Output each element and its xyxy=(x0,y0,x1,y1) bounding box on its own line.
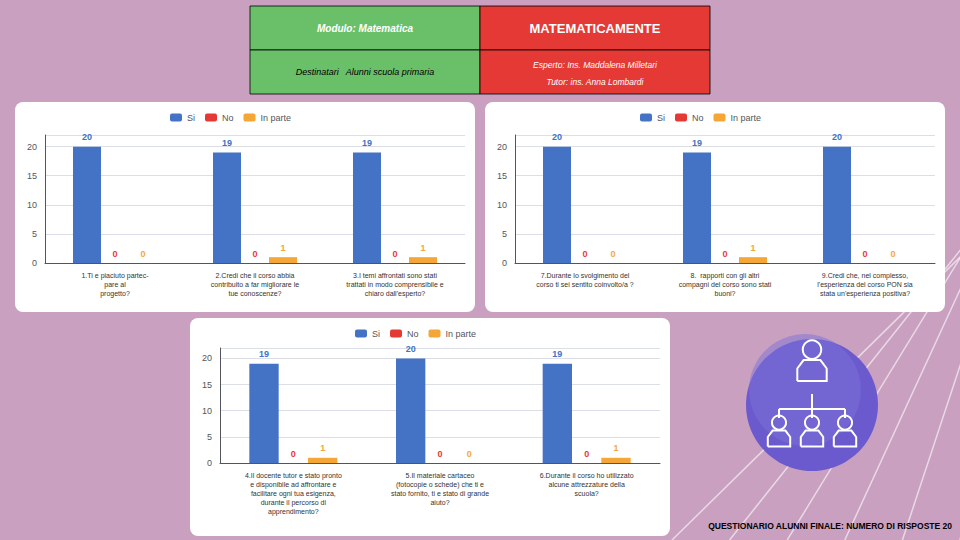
svg-text:scuola?: scuola? xyxy=(575,490,599,497)
svg-text:5: 5 xyxy=(32,229,37,239)
svg-text:QUESTIONARIO ALUNNI FINALE: NU: QUESTIONARIO ALUNNI FINALE: NUMERO DI RI… xyxy=(708,521,952,531)
svg-text:In parte: In parte xyxy=(731,113,762,123)
svg-text:19: 19 xyxy=(259,349,269,359)
svg-text:1: 1 xyxy=(420,243,425,253)
svg-text:contribuito a far migliorare l: contribuito a far migliorare le xyxy=(211,281,299,289)
svg-text:aiuto?: aiuto? xyxy=(430,499,449,506)
svg-text:10: 10 xyxy=(497,200,507,210)
svg-text:5: 5 xyxy=(207,432,212,442)
svg-text:0: 0 xyxy=(467,449,472,459)
svg-text:progetto?: progetto? xyxy=(100,290,130,298)
svg-text:10: 10 xyxy=(202,406,212,416)
svg-text:0: 0 xyxy=(140,249,145,259)
svg-text:durante il percorso di: durante il percorso di xyxy=(261,499,327,507)
svg-text:7.Durante lo svolgimento del: 7.Durante lo svolgimento del xyxy=(541,272,630,280)
svg-text:Tutor: ins. Anna Lombardi: Tutor: ins. Anna Lombardi xyxy=(547,77,645,87)
svg-text:0: 0 xyxy=(291,449,296,459)
svg-text:5: 5 xyxy=(502,229,507,239)
svg-text:20: 20 xyxy=(82,132,92,142)
svg-text:0: 0 xyxy=(32,258,37,268)
svg-text:(fotocopie o schede) che ti e: (fotocopie o schede) che ti e xyxy=(396,481,484,489)
svg-text:0: 0 xyxy=(207,458,212,468)
svg-text:0: 0 xyxy=(437,449,442,459)
svg-text:Si: Si xyxy=(187,113,195,123)
svg-text:corso ti sei sentito coinvolto: corso ti sei sentito coinvolto/a ? xyxy=(536,281,633,288)
svg-text:No: No xyxy=(407,329,419,339)
svg-text:0: 0 xyxy=(392,249,397,259)
svg-text:Destinatari Alunni scuola pr: Destinatari Alunni scuola primaria xyxy=(296,67,435,77)
svg-text:alcune attrezzature della: alcune attrezzature della xyxy=(549,481,625,488)
svg-text:Esperto: Ins. Maddalena Millet: Esperto: Ins. Maddalena Milletari xyxy=(533,60,658,70)
svg-text:0: 0 xyxy=(582,249,587,259)
svg-text:10: 10 xyxy=(27,200,37,210)
svg-text:15: 15 xyxy=(497,171,507,181)
svg-text:1: 1 xyxy=(320,443,325,453)
svg-text:chiaro dall'esperto?: chiaro dall'esperto? xyxy=(365,290,426,298)
svg-text:pare al: pare al xyxy=(104,281,126,289)
svg-text:trattati in modo comprensibile: trattati in modo comprensibile e xyxy=(346,281,443,289)
svg-text:20: 20 xyxy=(497,142,507,152)
svg-text:No: No xyxy=(692,113,704,123)
svg-text:0: 0 xyxy=(502,258,507,268)
svg-text:20: 20 xyxy=(552,132,562,142)
svg-text:apprendimento?: apprendimento? xyxy=(268,508,319,516)
svg-text:19: 19 xyxy=(552,349,562,359)
svg-text:20: 20 xyxy=(202,353,212,363)
svg-text:19: 19 xyxy=(362,138,372,148)
svg-text:2.Credi che il corso abbia: 2.Credi che il corso abbia xyxy=(216,272,295,279)
svg-text:facilitare ogni tua esigenza,: facilitare ogni tua esigenza, xyxy=(251,490,336,498)
svg-text:19: 19 xyxy=(692,138,702,148)
svg-text:buoni?: buoni? xyxy=(714,290,735,297)
svg-text:9.Credi che, nel complesso,: 9.Credi che, nel complesso, xyxy=(822,272,908,280)
svg-text:20: 20 xyxy=(406,344,416,354)
svg-text:In parte: In parte xyxy=(261,113,292,123)
svg-text:l'esperienza del corso PON sia: l'esperienza del corso PON sia xyxy=(817,281,913,289)
svg-text:1: 1 xyxy=(750,243,755,253)
svg-text:15: 15 xyxy=(202,380,212,390)
svg-text:15: 15 xyxy=(27,171,37,181)
svg-text:20: 20 xyxy=(27,142,37,152)
svg-text:3.I temi affrontati sono stati: 3.I temi affrontati sono stati xyxy=(353,272,437,279)
svg-text:Modulo: Matematica: Modulo: Matematica xyxy=(317,23,414,34)
svg-text:stata un'esperienza positiva?: stata un'esperienza positiva? xyxy=(820,290,910,298)
svg-text:e disponibile ad affrontare e: e disponibile ad affrontare e xyxy=(250,481,336,489)
svg-text:20: 20 xyxy=(832,132,842,142)
svg-text:Si: Si xyxy=(372,329,380,339)
svg-text:MATEMATICAMENTE: MATEMATICAMENTE xyxy=(530,21,661,36)
svg-text:stato fornito, ti e stato di g: stato fornito, ti e stato di grande xyxy=(391,490,489,498)
svg-text:0: 0 xyxy=(112,249,117,259)
svg-text:0: 0 xyxy=(610,249,615,259)
svg-text:0: 0 xyxy=(584,449,589,459)
svg-text:5.Il materiale cartaceo: 5.Il materiale cartaceo xyxy=(406,472,475,479)
svg-text:8. rapporti con gli altri: 8. rapporti con gli altri xyxy=(691,272,760,280)
svg-text:4.Il docente tutor e stato pro: 4.Il docente tutor e stato pronto xyxy=(245,472,342,480)
svg-text:0: 0 xyxy=(252,249,257,259)
svg-text:0: 0 xyxy=(890,249,895,259)
svg-text:In parte: In parte xyxy=(446,329,477,339)
svg-text:tue conoscenze?: tue conoscenze? xyxy=(229,290,282,297)
svg-text:6.Durante il corso ho utilizza: 6.Durante il corso ho utilizzato xyxy=(540,472,634,479)
svg-text:0: 0 xyxy=(862,249,867,259)
svg-text:19: 19 xyxy=(222,138,232,148)
svg-text:1: 1 xyxy=(613,443,618,453)
svg-text:1.Ti e piaciuto partec-: 1.Ti e piaciuto partec- xyxy=(81,272,149,280)
svg-text:compagni del corso sono stati: compagni del corso sono stati xyxy=(679,281,772,289)
svg-text:No: No xyxy=(222,113,234,123)
svg-text:1: 1 xyxy=(280,243,285,253)
svg-text:0: 0 xyxy=(722,249,727,259)
svg-text:Si: Si xyxy=(657,113,665,123)
